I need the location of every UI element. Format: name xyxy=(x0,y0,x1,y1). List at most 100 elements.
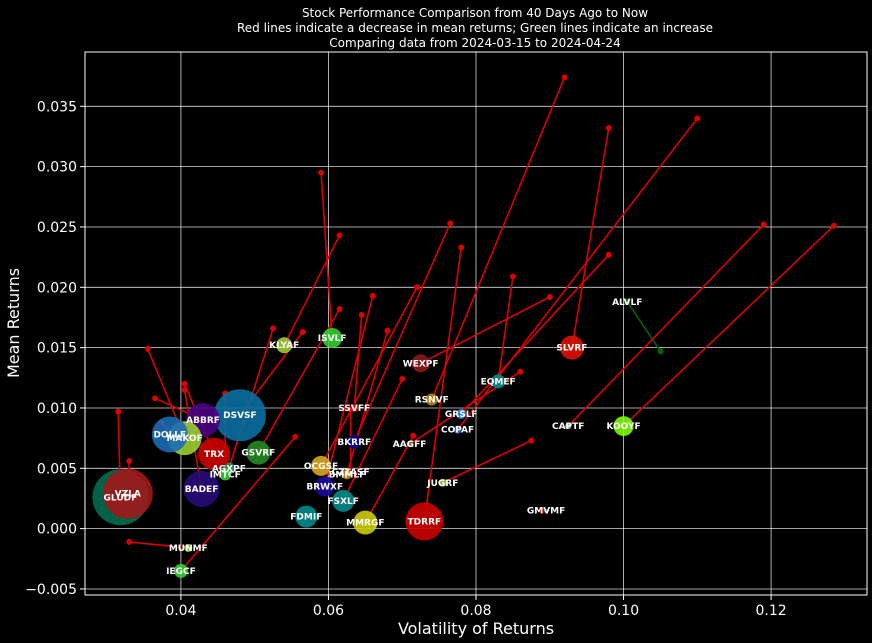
point-label-gludf: GLUDF xyxy=(104,493,138,503)
y-tick-label: 0.030 xyxy=(37,160,77,176)
point-label-trx: TRX xyxy=(204,450,224,460)
bubble-ssvff xyxy=(350,403,359,412)
previous-point-badef xyxy=(181,386,188,393)
previous-point-iegcf xyxy=(292,433,299,440)
point-label-wexpf: WEXPF xyxy=(403,359,439,369)
bubbles xyxy=(92,298,634,578)
x-tick-label: 0.10 xyxy=(608,603,639,619)
change-line-eqmef xyxy=(497,276,514,382)
change-line-kooyf xyxy=(622,225,835,427)
change-line-slvrf xyxy=(571,127,610,348)
y-tick-label: 0.035 xyxy=(37,99,77,115)
previous-point-ocgsf xyxy=(413,284,420,291)
bubble-gsvrf xyxy=(246,440,271,465)
point-label-gsvrf: GSVRF xyxy=(241,449,275,459)
bubble-vzla xyxy=(102,468,153,519)
bubble-bmmlf xyxy=(341,469,352,480)
ticks: 0.04 0.06 0.08 0.10 0.12 −0.005 0.000 0.005 0.01… xyxy=(25,99,786,619)
x-tick-label: 0.12 xyxy=(756,603,787,619)
y-tick-label: 0.010 xyxy=(37,401,77,417)
change-line-captf xyxy=(567,223,765,427)
previous-point-bkrrf xyxy=(447,220,454,227)
previous-point-trx xyxy=(181,380,188,387)
point-label-agxpf: AGXPF xyxy=(212,464,246,474)
bubble-klyaf xyxy=(276,337,293,354)
bubble-trx xyxy=(198,437,231,470)
bubble-gmvmf xyxy=(544,508,549,513)
point-label-ocgsf: OCGSF xyxy=(304,462,338,472)
previous-point-tdrrf xyxy=(458,244,465,251)
point-label-rsnvf: RSNVF xyxy=(415,396,449,406)
bubble-mmrgf xyxy=(353,510,378,535)
previous-point-dsvsf xyxy=(299,328,306,335)
point-label-vzla: VZLA xyxy=(115,490,141,500)
point-label-ssvff: SSVFF xyxy=(338,404,370,414)
change-line-ocgsf xyxy=(320,286,418,467)
change-line-bkrrf xyxy=(353,223,451,443)
y-tick-label: 0.025 xyxy=(37,220,77,236)
change-line-munmf xyxy=(129,541,189,549)
bubble-ocgsf xyxy=(311,455,332,476)
point-label-fdmif: FDMIF xyxy=(290,513,322,523)
change-line-brwxf xyxy=(323,295,374,487)
chart-title-line-2: Red lines indicate a decrease in mean re… xyxy=(237,21,713,35)
point-label-dollf: DOLLF xyxy=(153,431,186,441)
bubble-dsvsf xyxy=(213,389,266,442)
change-line-wexpf xyxy=(420,296,551,365)
x-tick-label: 0.04 xyxy=(165,603,196,619)
previous-point-abbrf xyxy=(152,395,159,402)
previous-point-isvlf xyxy=(318,169,325,176)
bubble-brwxf xyxy=(314,476,335,497)
y-tick-label: 0.015 xyxy=(37,341,77,357)
change-line-ssvff xyxy=(353,314,363,409)
previous-point-gmvmf xyxy=(539,507,546,514)
chart-title-line-1: Stock Performance Comparison from 40 Day… xyxy=(302,6,648,20)
bubble-bkrrf xyxy=(347,434,362,449)
bubble-tdrrf xyxy=(405,502,444,541)
point-label-jugrf: JUGRF xyxy=(426,479,458,489)
change-line-jugrf xyxy=(442,439,532,484)
bubble-alvlf xyxy=(624,298,631,305)
change-line-rsnvf xyxy=(430,77,566,400)
previous-point-gsvrf xyxy=(336,306,343,313)
y-axis-label: Mean Returns xyxy=(4,268,23,378)
point-label-tdrrf: TDRRF xyxy=(408,517,442,527)
previous-point-agxpf xyxy=(270,325,277,332)
y-tick-label: −0.005 xyxy=(25,582,77,598)
point-label-grslf: GRSLF xyxy=(445,410,478,420)
point-label-munmf: MUNMF xyxy=(169,544,208,554)
previous-point-brwxf xyxy=(369,292,376,299)
change-line-fsxlf xyxy=(342,378,403,502)
previous-point-alvlf xyxy=(657,348,664,355)
bubble-rsnvf xyxy=(425,393,438,406)
point-label-captf: CAPTF xyxy=(552,422,584,432)
point-label-makof: MAKOF xyxy=(166,434,202,444)
y-tick-label: 0.000 xyxy=(37,522,77,538)
bubble-dollf xyxy=(151,416,188,453)
previous-point-jugrf xyxy=(528,437,535,444)
bubble-badef xyxy=(183,470,220,507)
bubble-aagff xyxy=(406,441,413,448)
bubble-imtcf xyxy=(219,468,232,481)
change-line-mmrgf xyxy=(364,435,414,523)
bubble-fsxlf xyxy=(332,489,355,512)
x-axis-label: Volatility of Returns xyxy=(398,619,554,638)
previous-point-fsxlf xyxy=(399,376,406,383)
point-label-isvlf: ISVLF xyxy=(318,334,347,344)
change-line-isvlf xyxy=(320,172,333,339)
previous-point-ssvff xyxy=(358,312,365,319)
bubble-eqmef xyxy=(491,374,506,389)
previous-point-gludf xyxy=(115,408,122,415)
point-label-bmmlf: BMMLF xyxy=(329,470,366,480)
point-labels: ALVLF SLVRF WEXPF EQMEF RSNVF GRSLF COPAF CAPTF… xyxy=(104,298,643,577)
previous-point-eqmef xyxy=(509,273,516,280)
chart-title-line-3: Comparing data from 2024-03-15 to 2024-0… xyxy=(329,36,620,50)
bubble-isvlf xyxy=(322,327,343,348)
point-label-imtcf: IMTCF xyxy=(210,470,241,480)
bubble-captf xyxy=(565,423,572,430)
point-label-mmrgf: MMRGF xyxy=(346,519,384,529)
previous-point-vzla xyxy=(126,458,133,465)
point-label-aagff: AAGFF xyxy=(393,440,427,450)
bubble-kooyf xyxy=(613,416,634,437)
bubble-jugrf xyxy=(438,478,447,487)
